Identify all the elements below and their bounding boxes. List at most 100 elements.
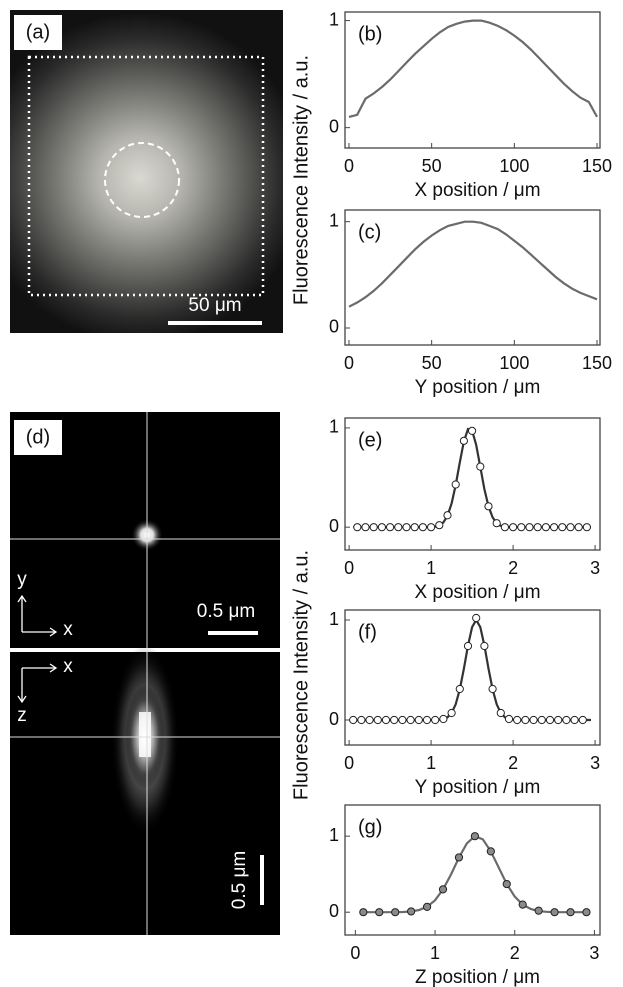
data-point: [513, 715, 522, 725]
y-tick-label: 0: [329, 317, 339, 337]
data-point: [454, 853, 464, 862]
fit-line: [363, 834, 587, 914]
data-point: [574, 523, 583, 532]
y-tick-label: 1: [329, 9, 339, 29]
data-point: [406, 715, 415, 725]
axis-arrows: [17, 663, 58, 704]
data-point: [550, 908, 559, 917]
image-d-xy: (d) y x 0.5 μm: [10, 412, 280, 648]
data-point: [566, 523, 575, 532]
data-point: [439, 714, 448, 724]
y-tick-label: 1: [329, 609, 339, 629]
data-point: [521, 715, 530, 725]
x-axis-label: Y position / μm: [415, 377, 541, 398]
data-point: [390, 715, 399, 725]
image-glow: [10, 10, 283, 333]
plot-frame: [344, 609, 601, 746]
fit-line: [353, 617, 591, 722]
panel-label: (b): [358, 23, 382, 45]
data-point: [562, 715, 571, 725]
image-a: (a) 50 μm: [10, 10, 283, 333]
data-point: [435, 521, 444, 530]
scale-bar-label: 0.5 μm: [229, 851, 250, 909]
data-point: [484, 502, 493, 511]
x-tick-label: 3: [589, 943, 599, 963]
data-point: [353, 523, 362, 532]
data-point: [373, 715, 382, 725]
x-tick-label: 150: [582, 353, 612, 373]
y-tick-label: 1: [329, 417, 339, 437]
data-point: [486, 847, 495, 856]
data-point: [496, 708, 505, 718]
data-point: [534, 906, 543, 915]
data-point: [426, 523, 436, 532]
data-line: [348, 19, 598, 118]
data-point: [391, 908, 400, 917]
data-point: [410, 523, 419, 532]
data-point: [359, 908, 368, 917]
psf-core: [139, 712, 151, 757]
data-point: [398, 715, 407, 725]
data-point: [488, 684, 497, 694]
label-box: [14, 15, 62, 50]
axis-letter: x: [63, 656, 73, 677]
data-point: [422, 715, 432, 725]
x-tick-label: 150: [582, 156, 612, 176]
x-tick-label: 0: [350, 943, 360, 963]
data-point: [502, 879, 511, 889]
data-point: [418, 523, 427, 532]
y-axis-title: Fluorescence Intensity / a.u.: [290, 550, 312, 800]
y-tick-label: 0: [329, 901, 339, 921]
data-point: [431, 715, 440, 725]
x-tick-label: 1: [426, 753, 436, 773]
data-point: [407, 907, 416, 916]
axis-letter: x: [63, 619, 73, 640]
data-point: [533, 523, 542, 532]
x-tick-label: 100: [499, 353, 529, 373]
x-tick-label: 1: [426, 558, 436, 578]
x-tick-label: 0: [344, 753, 354, 773]
data-point: [470, 832, 479, 841]
x-axis-label: Y position / μm: [415, 777, 541, 798]
x-tick-label: 0: [344, 558, 354, 578]
y-tick-label: 0: [329, 516, 339, 536]
data-point: [554, 715, 563, 725]
scale-bar-label: 50 μm: [188, 295, 241, 316]
data-point: [451, 480, 460, 489]
x-tick-label: 2: [508, 753, 518, 773]
plot-frame: [344, 209, 601, 346]
plot-frame: [344, 417, 601, 551]
data-point: [414, 715, 423, 725]
x-tick-label: 1: [430, 943, 440, 963]
y-tick-label: 1: [329, 825, 339, 845]
y-tick-label: 0: [329, 709, 339, 729]
x-tick-label: 0: [344, 353, 354, 373]
x-tick-label: 0: [344, 156, 354, 176]
axis-letter: z: [17, 705, 27, 726]
data-point: [500, 523, 509, 532]
data-point: [582, 908, 591, 917]
data-point: [381, 715, 391, 725]
data-point: [443, 511, 452, 520]
panel-label: (c): [358, 221, 381, 243]
dashed-circle: [104, 142, 180, 218]
x-tick-label: 50: [422, 156, 442, 176]
data-point: [472, 613, 481, 623]
data-point: [349, 715, 358, 725]
axis-letter: y: [17, 569, 27, 590]
data-point: [529, 715, 538, 725]
x-axis-label: X position / μm: [414, 582, 540, 603]
data-point: [558, 523, 567, 532]
data-point: [541, 523, 550, 532]
dotted-region: [27, 55, 265, 297]
data-point: [438, 885, 448, 894]
scale-bar-label: 0.5 μm: [197, 601, 255, 622]
x-axis-label: Z position / μm: [415, 967, 540, 987]
data-point: [459, 436, 468, 445]
data-point: [480, 641, 489, 651]
data-point: [447, 708, 456, 718]
x-tick-label: 3: [590, 558, 600, 578]
y-axis-title: Fluorescence Intensity / a.u.: [290, 55, 312, 305]
data-point: [492, 519, 501, 528]
data-point: [463, 641, 473, 651]
